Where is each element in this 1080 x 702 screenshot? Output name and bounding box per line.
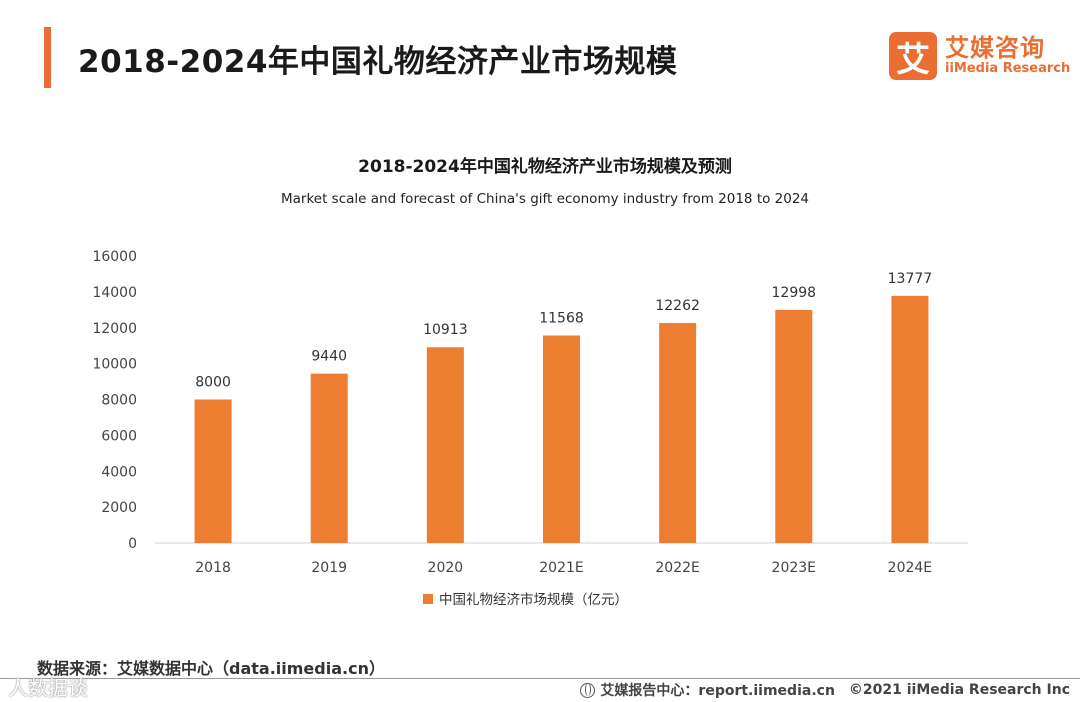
y-tick-label: 0 xyxy=(128,536,137,552)
x-tick-label: 2020 xyxy=(428,560,464,576)
y-tick-label: 16000 xyxy=(92,249,137,265)
y-tick-label: 2000 xyxy=(101,500,137,516)
bar xyxy=(194,399,232,543)
copyright: ©2021 iiMedia Research Inc xyxy=(848,682,1070,698)
bar xyxy=(543,335,580,543)
x-tick-label: 2019 xyxy=(311,560,347,576)
chart-subtitle: Market scale and forecast of China's gif… xyxy=(281,191,809,207)
legend: 中国礼物经济市场规模（亿元） xyxy=(423,591,628,608)
x-tick-label: 2023E xyxy=(772,560,816,576)
logo-en: iiMedia Research xyxy=(945,61,1071,76)
data-label: 10913 xyxy=(423,322,468,338)
y-tick-label: 6000 xyxy=(101,428,137,444)
data-source: 数据来源：艾媒数据中心（data.iimedia.cn） xyxy=(37,659,385,678)
y-tick-label: 4000 xyxy=(101,464,137,480)
globe-icon xyxy=(580,682,596,698)
x-tick-label: 2024E xyxy=(888,560,932,576)
data-label: 8000 xyxy=(195,375,231,391)
data-label: 13777 xyxy=(888,271,933,287)
iimedia-logo: 艾 艾媒咨询 iiMedia Research xyxy=(889,30,1070,82)
bar xyxy=(891,295,929,543)
x-tick-label: 2022E xyxy=(655,560,699,576)
watermark: 人数据谈 xyxy=(8,676,88,700)
bars: 8000 9440 10913 11568 12262 12998 13777 xyxy=(194,271,933,543)
data-label: 9440 xyxy=(311,349,347,365)
y-tick-label: 14000 xyxy=(92,285,137,301)
bar xyxy=(775,309,813,543)
x-tick-label: 2018 xyxy=(195,560,231,576)
x-axis: 2018 2019 2020 2021E 2022E 2023E 2024E xyxy=(195,560,932,576)
y-tick-label: 12000 xyxy=(92,321,137,337)
bar-chart: 2018-2024年中国礼物经济产业市场规模及预测 Market scale a… xyxy=(92,156,968,608)
x-tick-label: 2021E xyxy=(539,560,583,576)
page-title: 2018-2024年中国礼物经济产业市场规模 xyxy=(78,44,678,80)
logo-mark-icon: 艾 xyxy=(889,32,937,80)
title-accent-bar xyxy=(44,27,51,88)
report-center-link[interactable]: 艾媒报告中心：report.iimedia.cn xyxy=(600,683,835,699)
chart-title: 2018-2024年中国礼物经济产业市场规模及预测 xyxy=(358,156,732,177)
data-label: 11568 xyxy=(539,310,584,326)
y-tick-label: 10000 xyxy=(92,357,137,373)
y-tick-label: 8000 xyxy=(101,393,137,409)
logo-cn: 艾媒咨询 xyxy=(945,34,1045,62)
bar xyxy=(426,347,464,543)
bar xyxy=(310,373,348,543)
data-label: 12998 xyxy=(772,285,817,301)
data-label: 12262 xyxy=(655,298,700,314)
footer-divider xyxy=(0,678,1080,679)
legend-swatch xyxy=(423,594,433,604)
y-axis: 0 2000 4000 6000 8000 10000 12000 14000 16000 xyxy=(92,249,137,552)
legend-label: 中国礼物经济市场规模（亿元） xyxy=(439,591,628,608)
footer-info: 艾媒报告中心：report.iimedia.cn ©2021 iiMedia R… xyxy=(580,680,1070,700)
bar xyxy=(659,323,697,543)
logo-text: 艾媒咨询 iiMedia Research xyxy=(945,35,1070,77)
